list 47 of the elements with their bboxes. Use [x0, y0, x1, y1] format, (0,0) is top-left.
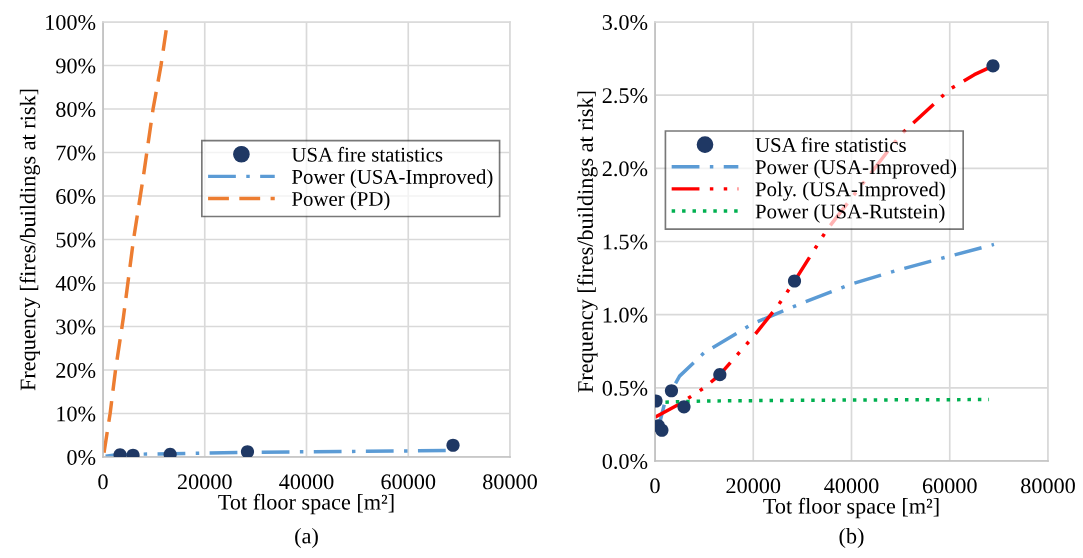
x-axis-title: Tot floor space [m²] — [763, 497, 939, 519]
y-tick-label: 60% — [56, 188, 96, 204]
legend-label: Power (PD) — [292, 191, 390, 211]
x-tick-label: 40000 — [279, 474, 334, 490]
x-tick-label: 60000 — [381, 474, 436, 490]
y-tick-label: 70% — [56, 145, 96, 161]
y-tick-label: 0.5% — [602, 380, 648, 396]
point — [677, 400, 691, 414]
text: (b) — [839, 527, 864, 549]
y-tick-label: 0.0% — [602, 453, 648, 470]
x-tick-label: 60000 — [922, 478, 977, 494]
x-axis-title: Tot floor space [m²] — [218, 493, 394, 515]
y-tick-label: 90% — [56, 58, 96, 74]
y-tick-label: 1.0% — [603, 307, 648, 323]
y-tick-label: 100% — [46, 14, 96, 30]
y-tick-label: 0% — [67, 449, 96, 465]
x-tick-label: 0 — [650, 478, 660, 494]
y-tick-label: 2.0% — [602, 161, 648, 177]
y-tick-label: 80% — [56, 101, 96, 117]
y-tick-label: 3.0% — [602, 14, 648, 31]
point — [986, 59, 1000, 73]
x-tick-label: 80000 — [483, 474, 537, 490]
text: (a) — [295, 527, 318, 549]
y-axis-title: Frequency [fires/buildings at risk] — [19, 89, 41, 391]
y-axis-title: Frequency [fires/buildings at risk] — [577, 91, 598, 393]
legend-label: Poly. (USA-Improved) — [755, 181, 945, 201]
x-tick-label: 40000 — [824, 478, 879, 494]
legend-label: Power (USA-Improved) — [755, 159, 957, 179]
legend-label: Power (USA-Rutstein) — [755, 203, 945, 223]
y-tick-label: 10% — [57, 406, 96, 422]
x-tick-label: 0 — [98, 474, 108, 490]
point — [713, 368, 727, 382]
x-tick-label: 80000 — [1021, 478, 1075, 494]
y-tick-label: 2.5% — [602, 88, 648, 104]
y-tick-label: 40% — [55, 275, 96, 291]
legend-label: USA fire statistics — [755, 137, 906, 153]
x-tick-label: 20000 — [177, 474, 232, 490]
x-tick-label: 20000 — [726, 478, 781, 494]
y-tick-label: 20% — [56, 362, 96, 378]
point — [655, 423, 669, 437]
point — [787, 274, 802, 288]
y-tick-label: 50% — [56, 232, 96, 248]
y-tick-label: 30% — [56, 319, 96, 335]
legend-label: USA fire statistics — [291, 146, 443, 162]
y-tick-label: 1.5% — [603, 234, 648, 250]
point — [664, 384, 679, 398]
legend-label: Power (USA-Improved) — [292, 169, 493, 189]
